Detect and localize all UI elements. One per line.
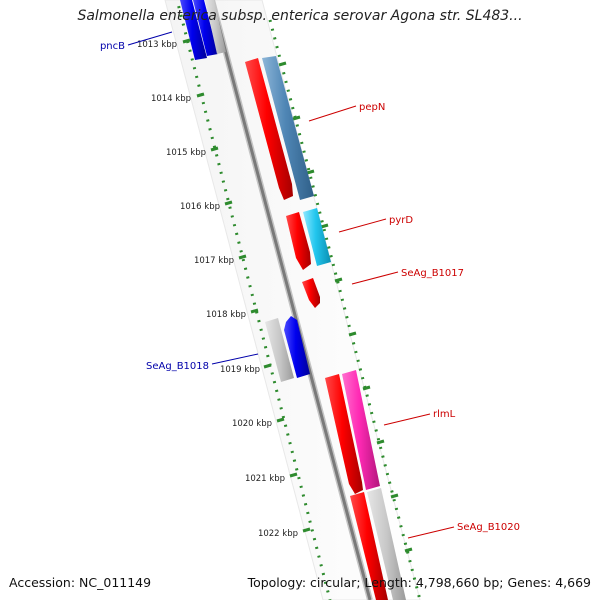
gene-pncB-shadow [193, 0, 218, 56]
tick-mark-outer [362, 385, 371, 391]
tick-mark [182, 38, 191, 44]
tick-mark [250, 308, 259, 314]
gene-SeAg_B1020-bar[interactable] [367, 488, 406, 600]
tick-mark [224, 200, 233, 206]
accession-label: Accession: [9, 575, 76, 590]
gene-pepN-arrow[interactable] [245, 58, 293, 200]
gene-SeAg_B1018-arrow[interactable] [284, 316, 310, 378]
tick-mark-outer [404, 547, 413, 553]
genes-value: 4,669 [555, 575, 591, 590]
leader-pepN [308, 105, 357, 122]
accession-value: NC_011149 [79, 575, 152, 590]
length-label: Length: [364, 575, 412, 590]
gene-pncB-gray [205, 0, 226, 54]
gene-label-SeAg_B1020[interactable]: SeAg_B1020 [457, 522, 520, 533]
gene-SeAg_B1018-gray [265, 318, 294, 382]
tick-mark [210, 146, 219, 152]
tick-label: 1021 kbp [245, 474, 285, 484]
map-title: Salmonella enterica subsp. enterica sero… [77, 8, 523, 24]
gene-SeAg_B1020-arrow[interactable] [350, 492, 388, 600]
tick-mark [263, 363, 272, 369]
tick-mark [302, 527, 311, 533]
tick-labels: 1013 kbp 1014 kbp 1015 kbp 1016 kbp 1017… [137, 40, 298, 539]
gene-rlmL-bar[interactable] [342, 370, 380, 490]
gene-label-SeAg_B1017[interactable]: SeAg_B1017 [401, 268, 464, 279]
tick-mark [238, 254, 247, 260]
leader-SeAg_B1017 [351, 271, 399, 285]
tick-mark-outer [292, 115, 301, 121]
tick-mark-outer [278, 61, 287, 67]
gene-pyrD-arrow[interactable] [286, 212, 311, 270]
leader-SeAg_B1018 [211, 353, 259, 365]
features [180, 0, 406, 600]
leader-pyrD [338, 218, 387, 233]
gene-label-rlmL[interactable]: rlmL [433, 409, 456, 420]
tick-label: 1022 kbp [258, 529, 298, 539]
tick-label: 1016 kbp [180, 202, 220, 212]
tick-label: 1020 kbp [232, 419, 272, 429]
leader-SeAg_B1020 [407, 526, 455, 539]
length-value: 4,798,660 bp; [415, 575, 504, 590]
accession-info: Accession: NC_011149 [9, 575, 151, 590]
tick-label: 1015 kbp [166, 148, 206, 158]
gene-label-pncB[interactable]: pncB [100, 41, 125, 52]
tick-mark-outer [348, 331, 357, 337]
gene-label-pepN[interactable]: pepN [359, 102, 385, 113]
tick-label: 1014 kbp [151, 94, 191, 104]
tick-ring-outer [268, 19, 422, 600]
leader-pncB [127, 31, 173, 46]
gene-label-pyrD[interactable]: pyrD [389, 215, 413, 226]
gene-SeAg_B1017-arrow[interactable] [302, 278, 320, 308]
genes-label: Genes: [507, 575, 552, 590]
tick-marks [182, 38, 413, 553]
tick-label: 1013 kbp [137, 40, 177, 50]
tick-label: 1019 kbp [220, 365, 260, 375]
tick-mark [196, 92, 205, 98]
tick-mark [276, 417, 285, 423]
gene-rlmL-arrow[interactable] [325, 374, 363, 494]
tick-mark-outer [306, 169, 315, 175]
gene-labels: pncB pepN pyrD SeAg_B1017 SeAg_B1018 rlm… [100, 41, 520, 533]
genome-stats: Topology: circular; Length: 4,798,660 bp… [248, 575, 591, 590]
tick-label: 1017 kbp [194, 256, 234, 266]
leader-rlmL [383, 413, 431, 426]
leader-lines [127, 31, 455, 539]
gene-pncB-arrow[interactable] [180, 0, 207, 60]
tick-label: 1018 kbp [206, 310, 246, 320]
gene-pepN-bar[interactable] [262, 56, 314, 200]
backbone-line [210, 0, 372, 600]
tick-mark-outer [334, 277, 343, 283]
gene-pyrD-bar[interactable] [303, 208, 331, 266]
topology-label: Topology: [247, 575, 307, 590]
gene-label-SeAg_B1018[interactable]: SeAg_B1018 [146, 361, 209, 372]
topology-value: circular; [310, 575, 361, 590]
tick-mark-outer [376, 439, 385, 445]
tick-mark-outer [390, 493, 399, 499]
tick-mark [289, 472, 298, 478]
tick-mark-outer [320, 223, 329, 229]
